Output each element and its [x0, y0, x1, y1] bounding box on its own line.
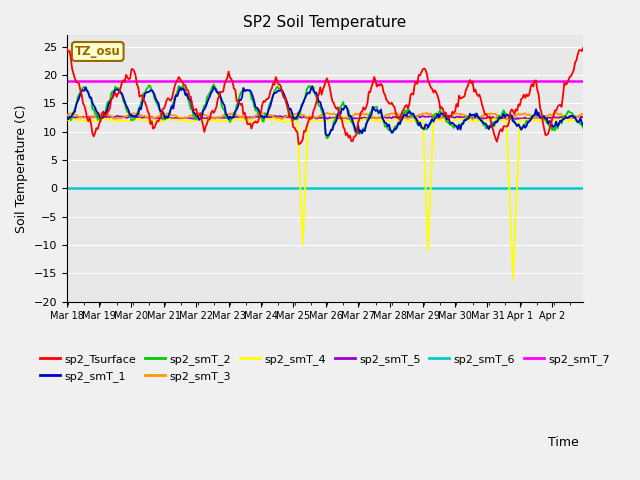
Legend: sp2_Tsurface, sp2_smT_1, sp2_smT_2, sp2_smT_3, sp2_smT_4, sp2_smT_5, sp2_smT_6, : sp2_Tsurface, sp2_smT_1, sp2_smT_2, sp2_…	[35, 350, 615, 386]
Text: Time: Time	[548, 436, 579, 449]
Y-axis label: Soil Temperature (C): Soil Temperature (C)	[15, 104, 28, 233]
Title: SP2 Soil Temperature: SP2 Soil Temperature	[243, 15, 406, 30]
Text: TZ_osu: TZ_osu	[75, 45, 120, 58]
